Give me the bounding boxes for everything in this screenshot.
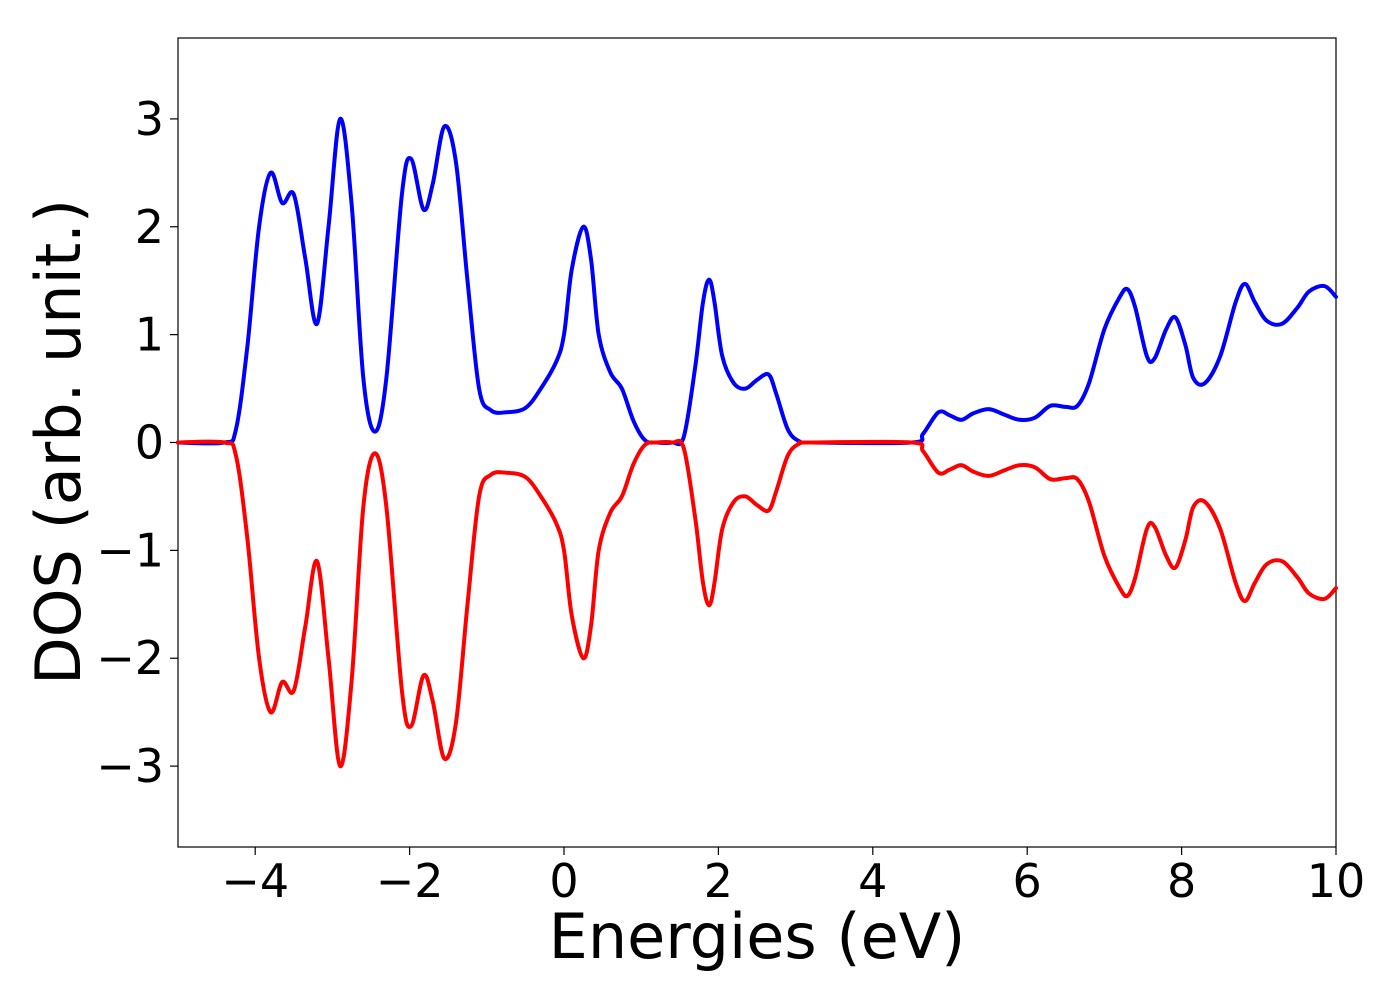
series-layer (176, 116, 1338, 769)
y-tick-label: −3 (96, 739, 164, 793)
x-axis-label: Energies (eV) (549, 900, 966, 973)
x-tick-label: 6 (1013, 854, 1042, 908)
x-tick-label: 0 (549, 854, 578, 908)
spin-up-dos-line (176, 116, 1338, 447)
x-tick-label: 2 (704, 854, 733, 908)
x-tick-label: 4 (858, 854, 887, 908)
y-tick-label: 1 (135, 308, 164, 362)
y-tick-label: −1 (96, 523, 164, 577)
x-tick-label: 10 (1307, 854, 1366, 908)
x-axis-ticks: −4 −2 0 2 4 6 8 10 (221, 847, 1365, 908)
spin-down-dos-line (176, 438, 1338, 769)
plot-area (177, 37, 1337, 848)
x-tick-label: −2 (376, 854, 444, 908)
y-tick-label: −2 (96, 631, 164, 685)
x-tick-label: 8 (1167, 854, 1196, 908)
y-axis-ticks: −3 −2 −1 0 1 2 3 (96, 92, 178, 793)
y-tick-label: 3 (135, 92, 164, 146)
y-axis-label: DOS (arb. unit.) (22, 199, 95, 685)
x-tick-label: −4 (221, 854, 289, 908)
y-tick-label: 2 (135, 200, 164, 254)
y-tick-label: 0 (135, 416, 164, 470)
